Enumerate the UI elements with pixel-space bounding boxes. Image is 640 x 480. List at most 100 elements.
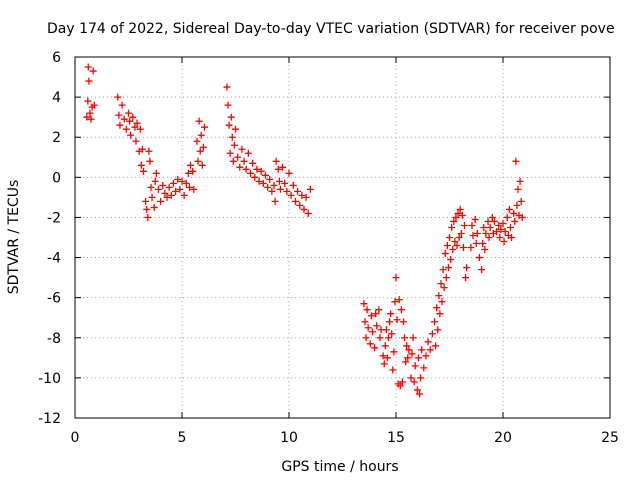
data-point	[142, 197, 150, 205]
plot-frame	[74, 56, 611, 419]
data-point	[471, 215, 479, 223]
data-point	[395, 296, 403, 304]
data-point	[182, 179, 190, 187]
data-point	[238, 145, 246, 153]
data-point	[462, 274, 470, 282]
data-point	[127, 131, 135, 139]
data-point	[85, 77, 93, 85]
data-point	[366, 340, 374, 348]
data-point	[120, 115, 128, 123]
y-tick-label: 6	[52, 50, 61, 66]
data-point	[467, 244, 475, 252]
data-point	[198, 161, 206, 169]
data-point	[402, 358, 410, 366]
data-point	[449, 246, 457, 254]
data-point	[472, 240, 480, 248]
data-point	[115, 111, 123, 119]
data-point	[144, 213, 152, 221]
data-point	[484, 217, 492, 225]
data-point	[298, 191, 306, 199]
data-point	[393, 316, 401, 324]
x-tick-label: 5	[178, 430, 187, 446]
data-point	[184, 169, 192, 177]
data-point	[493, 227, 501, 235]
data-point	[514, 185, 522, 193]
data-point	[434, 326, 442, 334]
data-point	[157, 197, 165, 205]
data-point	[200, 123, 208, 131]
data-point	[448, 223, 456, 231]
data-point	[512, 157, 520, 165]
data-point	[436, 310, 444, 318]
data-point	[129, 113, 137, 121]
data-point	[89, 67, 97, 75]
data-point	[294, 187, 302, 195]
data-point	[418, 346, 426, 354]
data-point	[424, 338, 432, 346]
data-point	[90, 101, 98, 109]
data-point	[180, 191, 188, 199]
data-point	[478, 266, 486, 274]
data-point	[410, 378, 418, 386]
data-point	[441, 250, 449, 258]
data-point	[167, 191, 175, 199]
data-point	[145, 147, 153, 155]
data-point	[195, 117, 203, 125]
data-point	[385, 334, 393, 342]
data-point	[234, 153, 242, 161]
x-tick-label: 10	[280, 430, 298, 446]
data-point	[368, 328, 376, 336]
data-point	[143, 205, 151, 213]
data-point	[362, 334, 370, 342]
data-point	[193, 137, 201, 145]
data-point	[388, 330, 396, 338]
data-point	[375, 306, 383, 314]
data-point	[199, 143, 207, 151]
data-point	[503, 213, 511, 221]
data-point	[151, 177, 159, 185]
data-point	[242, 165, 250, 173]
data-point	[389, 366, 397, 374]
data-point	[380, 360, 388, 368]
data-point	[363, 306, 371, 314]
data-point	[381, 342, 389, 350]
data-point	[279, 163, 287, 171]
data-point	[133, 119, 141, 127]
data-point	[126, 117, 134, 125]
data-points	[83, 63, 526, 398]
data-point	[304, 209, 312, 217]
data-point	[496, 234, 504, 241]
data-point	[163, 193, 171, 201]
data-point	[391, 298, 399, 306]
grid-layer	[75, 57, 610, 418]
data-point	[407, 374, 415, 382]
data-point	[118, 101, 126, 109]
data-point	[272, 157, 280, 165]
data-point	[83, 113, 91, 121]
data-point	[428, 330, 436, 338]
data-point	[500, 238, 508, 246]
data-point	[264, 183, 272, 191]
chart-title: Day 174 of 2022, Sidereal Day-to-day VTE…	[47, 21, 615, 37]
data-point	[150, 203, 158, 211]
data-point	[457, 229, 465, 237]
data-point	[161, 189, 169, 197]
data-point	[505, 205, 513, 213]
data-point	[473, 229, 481, 237]
data-point	[379, 352, 387, 360]
data-point	[382, 326, 390, 334]
data-point	[274, 165, 282, 173]
data-point	[249, 159, 257, 167]
data-point	[431, 318, 439, 326]
data-point	[289, 181, 297, 189]
data-point	[440, 284, 448, 292]
y-tick-label: -4	[47, 251, 61, 267]
tick-layer: 0 5 10 15 20 25 -12 -10 -8 -6 -4 -2 0 2 4 6	[38, 50, 619, 446]
data-point	[438, 298, 446, 306]
data-point	[146, 157, 154, 165]
data-point	[154, 185, 162, 193]
data-point	[403, 342, 411, 350]
data-point	[139, 167, 147, 175]
data-point	[87, 115, 95, 123]
